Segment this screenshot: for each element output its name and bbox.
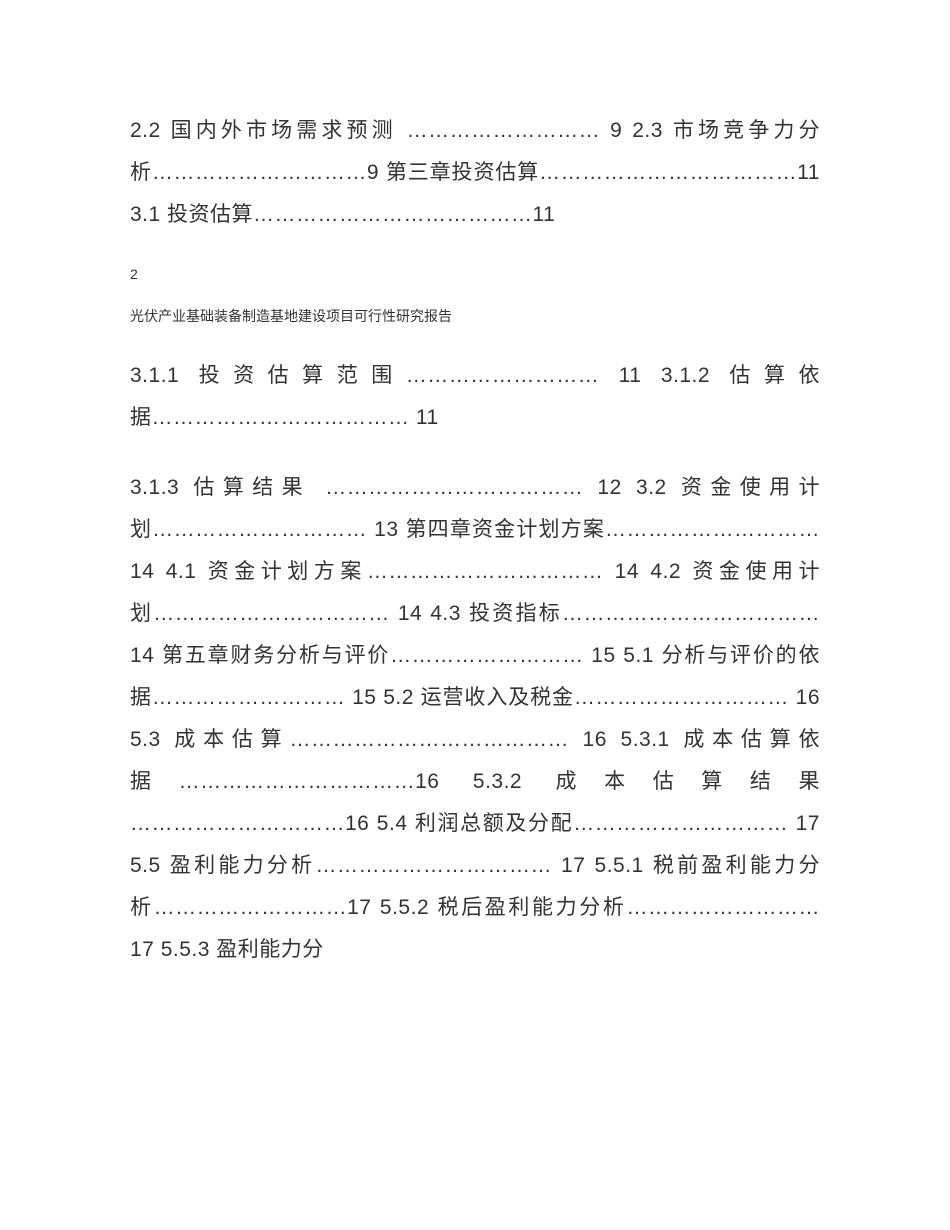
- toc-paragraph-3: 3.1.3 估算结果 ……………………………… 12 3.2 资金使用计划…………: [130, 467, 820, 971]
- document-title: 光伏产业基础装备制造基地建设项目可行性研究报告: [130, 305, 820, 327]
- document-page: 2.2 国内外市场需求预测 ……………………… 9 2.3 市场竞争力分析…………: [130, 110, 820, 971]
- page-number: 2: [130, 264, 820, 285]
- toc-paragraph-2: 3.1.1 投资估算范围……………………… 11 3.1.2 估算依据………………: [130, 355, 820, 439]
- toc-paragraph-1: 2.2 国内外市场需求预测 ……………………… 9 2.3 市场竞争力分析…………: [130, 110, 820, 236]
